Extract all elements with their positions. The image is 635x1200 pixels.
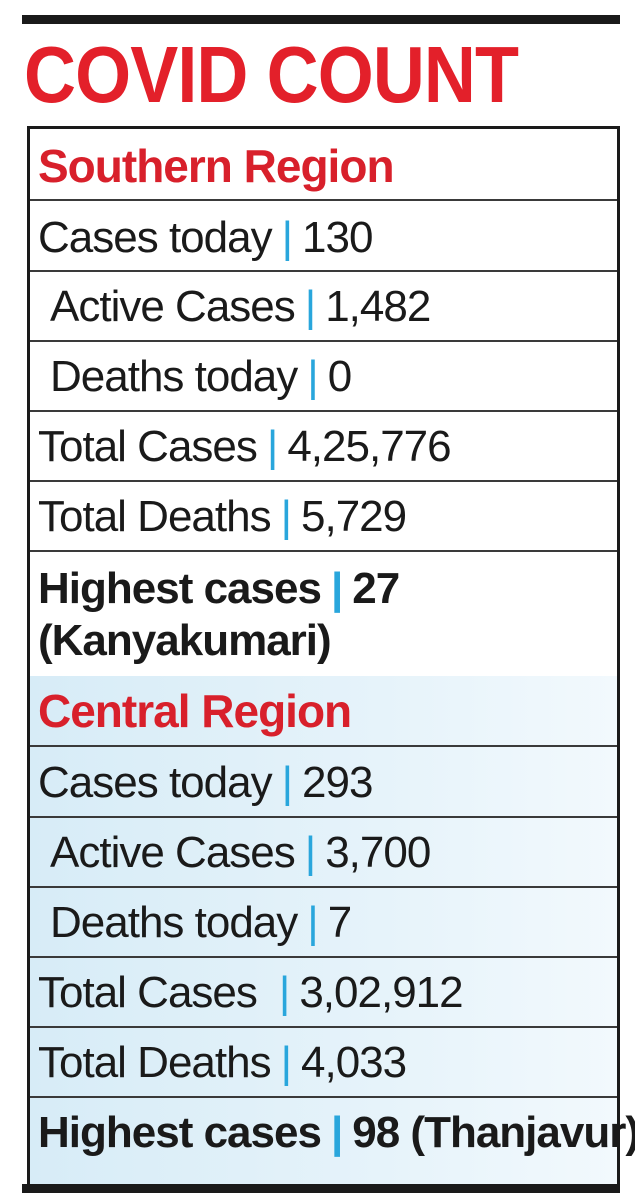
southern-highest-cases-row: Highest cases | 27 (38, 561, 617, 617)
divider (30, 480, 617, 482)
central-region-heading: Central Region (38, 685, 352, 737)
row-value: 3,02,912 (299, 968, 463, 1017)
separator-bar: | (304, 282, 316, 331)
divider (30, 550, 617, 552)
divider (30, 956, 617, 958)
row-label: Highest cases (38, 1108, 322, 1157)
separator-bar: | (278, 968, 290, 1017)
separator-bar: | (304, 828, 316, 877)
central-total-cases-row: Total Cases | 3,02,912 (38, 961, 617, 1025)
top-rule (22, 15, 620, 24)
separator-bar: | (307, 352, 318, 401)
separator-bar: | (281, 213, 293, 262)
row-value: 1,482 (325, 282, 431, 331)
row-label: Active Cases (50, 282, 296, 331)
southern-total-deaths-row: Total Deaths | 5,729 (38, 485, 617, 549)
row-label: Total Deaths (38, 492, 272, 541)
row-label: Deaths today (50, 898, 298, 947)
southern-active-cases-row: Active Cases | 1,482 (50, 275, 617, 339)
divider (30, 270, 617, 272)
divider (30, 745, 617, 747)
separator-bar: | (280, 492, 292, 541)
southern-cases-today-row: Cases today | 130 (38, 207, 617, 269)
row-value: 130 (302, 213, 373, 262)
separator-bar: | (330, 564, 343, 613)
row-label: Highest cases (38, 564, 322, 613)
divider (30, 1096, 617, 1098)
page-title: COVID COUNT (24, 30, 519, 119)
row-label: Total Cases (38, 422, 258, 471)
central-region-background (30, 676, 617, 1188)
row-value: 7 (327, 898, 353, 947)
divider (30, 816, 617, 818)
row-value: 3,700 (325, 828, 431, 877)
central-cases-today-row: Cases today | 293 (38, 751, 617, 815)
row-value: 5,729 (301, 492, 407, 541)
row-value: 293 (302, 758, 373, 807)
covid-table: Southern Region Cases today | 130 Active C… (27, 126, 635, 1191)
central-highest-cases-row: Highest cases | 98 (Thanjavur) (38, 1101, 635, 1165)
southern-deaths-today-row: Deaths today | 0 (50, 345, 617, 409)
bottom-rule (22, 1184, 620, 1193)
row-value: 4,25,776 (287, 422, 451, 471)
central-total-deaths-row: Total Deaths | 4,033 (38, 1031, 617, 1095)
row-value: (Kanyakumari) (38, 616, 332, 665)
separator-bar: | (330, 1108, 343, 1157)
row-label: Cases today (38, 758, 273, 807)
row-value: 98 (Thanjavur) (352, 1108, 635, 1157)
divider (30, 410, 617, 412)
row-value: 4,033 (301, 1038, 407, 1087)
row-label: Total Cases (38, 968, 258, 1017)
row-value: 27 (352, 564, 400, 613)
separator-bar: | (307, 898, 318, 947)
central-active-cases-row: Active Cases | 3,700 (50, 821, 617, 885)
southern-highest-district: (Kanyakumari) (38, 613, 617, 669)
southern-total-cases-row: Total Cases | 4,25,776 (38, 415, 617, 479)
southern-region-heading: Southern Region (38, 140, 395, 192)
divider (30, 340, 617, 342)
divider (30, 886, 617, 888)
divider (30, 199, 617, 201)
separator-bar: | (280, 1038, 292, 1087)
separator-bar: | (266, 422, 278, 471)
central-deaths-today-row: Deaths today | 7 (50, 891, 617, 955)
row-label: Cases today (38, 213, 273, 262)
divider (30, 1026, 617, 1028)
row-label: Active Cases (50, 828, 296, 877)
row-label: Deaths today (50, 352, 298, 401)
row-label: Total Deaths (38, 1038, 272, 1087)
separator-bar: | (281, 758, 293, 807)
row-value: 0 (327, 352, 353, 401)
